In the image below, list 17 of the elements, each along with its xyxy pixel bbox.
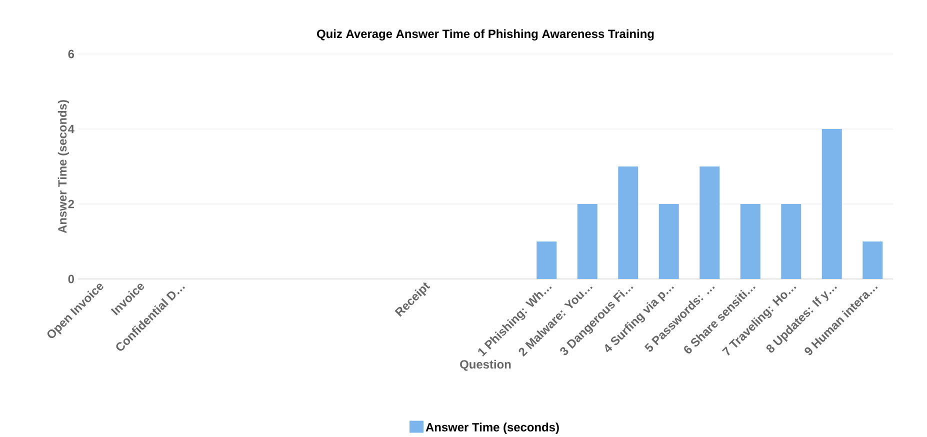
legend-label: Answer Time (seconds) (426, 422, 559, 434)
bar (658, 204, 679, 280)
bar (700, 166, 720, 280)
bar (822, 129, 842, 280)
bar (577, 204, 598, 280)
bar (618, 166, 638, 280)
y-tick-label: 4 (68, 124, 74, 134)
y-axis-title: Answer Time (seconds) (58, 100, 69, 234)
bar (740, 204, 760, 280)
y-tick-label: 6 (68, 50, 74, 58)
y-tick-label: 2 (68, 200, 74, 208)
x-axis-title: Question (460, 360, 511, 371)
bar (781, 204, 802, 280)
bar (862, 242, 883, 280)
chart-title: Quiz Average Answer Time of Phishing Awareness Training (317, 29, 654, 41)
bar (536, 242, 557, 280)
y-tick-label: 0 (68, 274, 74, 284)
